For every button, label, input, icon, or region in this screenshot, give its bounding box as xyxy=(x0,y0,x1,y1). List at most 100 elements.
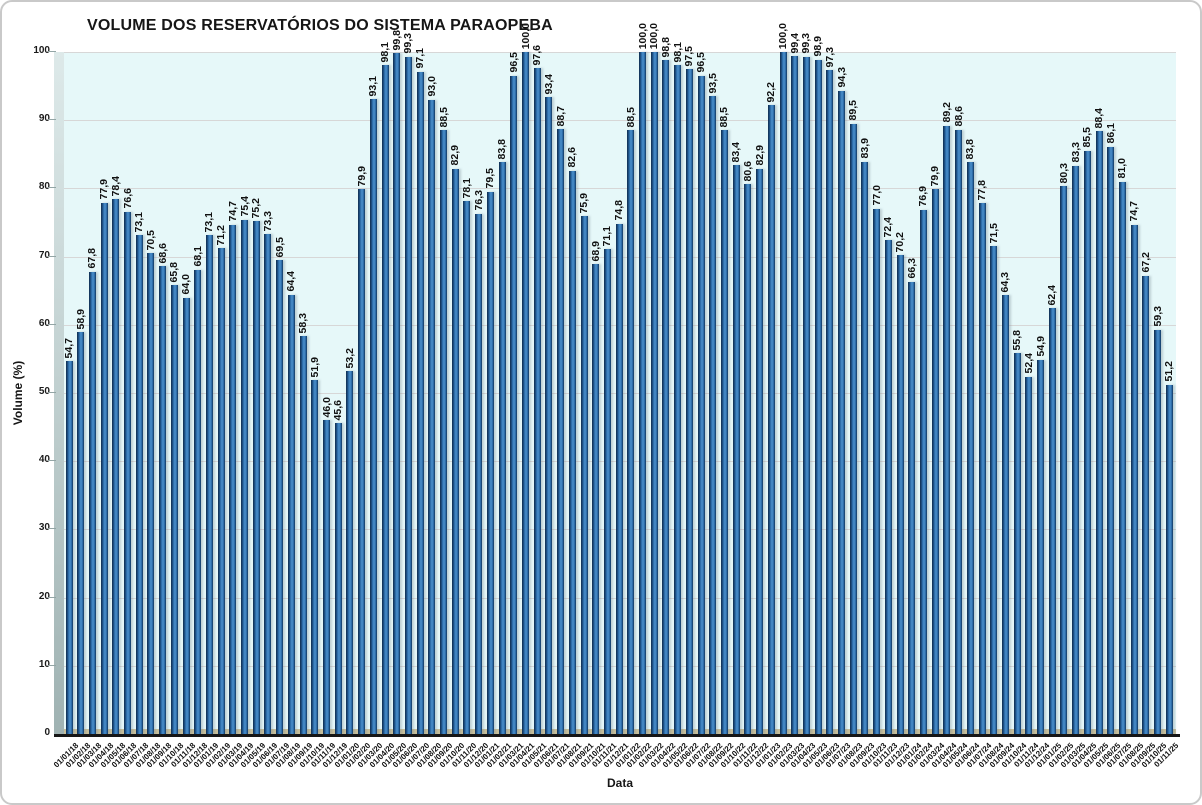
bar-value-label: 80,6 xyxy=(741,160,754,182)
gridline xyxy=(64,188,1176,190)
bar xyxy=(650,52,658,734)
bar-value-label: 58,9 xyxy=(74,308,87,330)
bar xyxy=(603,249,611,734)
bar-value-label: 67,8 xyxy=(86,248,99,269)
bar xyxy=(908,281,916,734)
bar xyxy=(182,297,190,734)
bar-value-label: 64,0 xyxy=(180,274,193,295)
bar xyxy=(241,219,249,734)
bar xyxy=(919,209,927,734)
bar xyxy=(311,380,319,734)
y-tick-mark xyxy=(48,119,56,121)
bar xyxy=(990,246,998,734)
y-tick-label: 70 xyxy=(38,249,50,261)
bar-value-label: 54,9 xyxy=(1034,336,1047,357)
bar xyxy=(287,294,295,734)
bar-value-label: 98,1 xyxy=(379,41,392,62)
bar xyxy=(1001,295,1009,734)
bar-value-label: 98,9 xyxy=(812,36,825,57)
y-tick-label: 20 xyxy=(38,590,50,602)
bar xyxy=(135,235,143,734)
y-tick-label: 80 xyxy=(38,181,50,193)
y-tick-label: 40 xyxy=(38,454,50,466)
bar xyxy=(615,223,623,734)
x-axis-line xyxy=(54,734,1180,737)
bar-value-label: 45,6 xyxy=(332,399,345,421)
bar-value-label: 78,4 xyxy=(109,175,122,197)
bar xyxy=(112,199,120,734)
y-tick-mark xyxy=(48,392,56,393)
bar xyxy=(229,224,237,734)
bar xyxy=(440,130,448,734)
bar xyxy=(428,99,436,734)
bar xyxy=(826,70,834,734)
bar-value-label: 72,4 xyxy=(882,216,895,238)
y-tick-mark xyxy=(48,187,56,189)
bar-value-label: 82,6 xyxy=(566,147,579,168)
bar-value-label: 93,1 xyxy=(367,75,380,97)
bar-value-label: 65,8 xyxy=(168,261,181,283)
bar xyxy=(381,64,389,734)
bar-value-label: 85,5 xyxy=(1081,127,1094,148)
bar xyxy=(88,271,96,734)
bar-value-label: 83,9 xyxy=(858,138,871,159)
bar xyxy=(1154,329,1162,734)
bar-value-label: 74,8 xyxy=(613,200,626,221)
bar xyxy=(77,332,85,734)
x-axis-title: Data xyxy=(606,776,634,790)
bar-value-label: 75,4 xyxy=(238,196,251,217)
bar xyxy=(1025,376,1033,734)
bar xyxy=(978,203,986,734)
bar xyxy=(580,216,588,734)
bar xyxy=(124,211,132,734)
y-tick-mark xyxy=(48,664,56,666)
bar xyxy=(451,168,459,734)
y-tick-label: 30 xyxy=(38,522,50,534)
bar xyxy=(205,235,213,734)
bar-value-label: 100,0 xyxy=(636,22,649,49)
bar xyxy=(276,260,284,734)
bar-value-label: 88,6 xyxy=(952,106,965,127)
bar xyxy=(873,208,881,734)
bar xyxy=(557,129,565,734)
bar-value-label: 75,2 xyxy=(250,197,263,219)
bar-value-label: 78,1 xyxy=(460,177,473,199)
bar-value-label: 70,5 xyxy=(144,229,157,251)
bar-value-label: 93,0 xyxy=(425,76,438,97)
bar-value-label: 67,2 xyxy=(1139,252,1152,273)
bar xyxy=(1037,359,1045,734)
bar-value-label: 97,5 xyxy=(683,45,696,67)
bar xyxy=(159,266,167,734)
bar-value-label: 97,1 xyxy=(414,48,427,69)
bar xyxy=(217,248,225,734)
bar-value-label: 62,4 xyxy=(1046,285,1059,306)
bar xyxy=(732,165,740,734)
bar-value-label: 68,6 xyxy=(156,242,169,264)
bar xyxy=(1048,308,1056,734)
bar xyxy=(194,269,202,734)
bar xyxy=(1165,384,1173,734)
bar-value-label: 97,3 xyxy=(823,46,836,68)
gridline xyxy=(64,120,1176,122)
bar-value-label: 83,4 xyxy=(730,141,743,163)
y-tick-mark xyxy=(48,596,56,598)
bar xyxy=(498,162,506,734)
chart-title: VOLUME DOS RESERVATÓRIOS DO SISTEMA PARA… xyxy=(87,17,553,34)
y-tick-mark xyxy=(48,255,56,257)
bar-value-label: 99,4 xyxy=(788,32,801,54)
bar xyxy=(627,130,635,734)
bar xyxy=(697,75,705,734)
bar-value-label: 93,4 xyxy=(542,73,555,95)
bar-value-label: 74,7 xyxy=(1128,201,1141,222)
bar-value-label: 69,5 xyxy=(273,236,286,258)
bar-value-label: 93,5 xyxy=(706,72,719,94)
bar xyxy=(346,371,354,734)
bar xyxy=(533,68,541,734)
bar-value-label: 94,3 xyxy=(835,67,848,88)
bar xyxy=(1130,224,1138,734)
y-tick-label: 50 xyxy=(38,386,50,397)
bar xyxy=(1107,146,1115,734)
bar xyxy=(861,161,869,734)
bar xyxy=(884,240,892,734)
